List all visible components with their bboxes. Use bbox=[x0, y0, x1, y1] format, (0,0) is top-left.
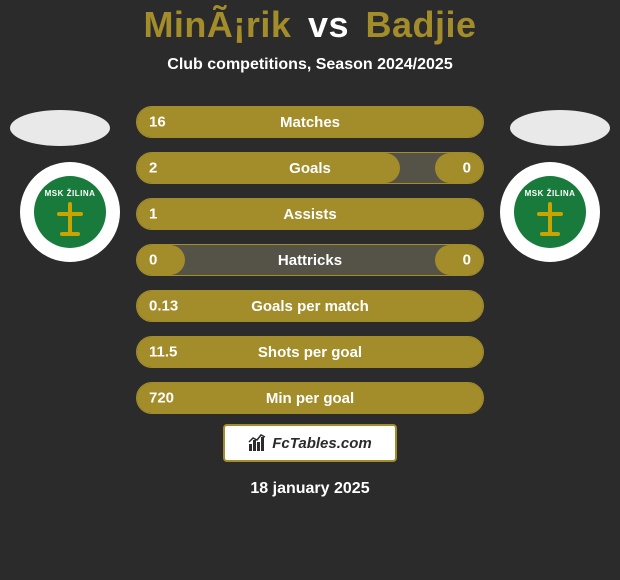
title-vs: vs bbox=[302, 4, 355, 45]
stat-value-left: 11.5 bbox=[149, 344, 177, 361]
stat-bar-left bbox=[137, 153, 400, 183]
stat-label: Matches bbox=[280, 114, 340, 131]
team-crest-right: MSK ŽILINA bbox=[500, 162, 600, 262]
stat-label: Min per goal bbox=[266, 390, 354, 407]
stat-row: 2 0 Goals bbox=[136, 152, 484, 184]
stat-row: 720 Min per goal bbox=[136, 382, 484, 414]
page-title: MinÃ¡rik vs Badjie bbox=[143, 4, 476, 46]
crest-cross-icon bbox=[57, 202, 83, 236]
stat-value-left: 0.13 bbox=[149, 298, 178, 315]
stat-value-left: 1 bbox=[149, 206, 157, 223]
stat-label: Assists bbox=[283, 206, 336, 223]
stat-rows: 16 Matches 2 0 Goals 1 Assists 0 0 Hattricks 0.13 G… bbox=[136, 106, 484, 414]
stat-label: Shots per goal bbox=[258, 344, 362, 361]
stat-row: 11.5 Shots per goal bbox=[136, 336, 484, 368]
stat-bar-left bbox=[137, 245, 185, 275]
stat-row: 0 0 Hattricks bbox=[136, 244, 484, 276]
date: 18 january 2025 bbox=[250, 480, 369, 498]
stage: MSK ŽILINA MSK ŽILINA 16 Matches 2 0 Goals 1 A… bbox=[0, 100, 620, 420]
stat-row: 16 Matches bbox=[136, 106, 484, 138]
crest-text-right: MSK ŽILINA bbox=[525, 189, 576, 198]
brand-chart-icon bbox=[248, 434, 266, 452]
stat-bar-right bbox=[435, 245, 483, 275]
stat-row: 1 Assists bbox=[136, 198, 484, 230]
stat-value-left: 0 bbox=[149, 252, 157, 269]
stat-bar-right bbox=[435, 153, 483, 183]
title-player1: MinÃ¡rik bbox=[143, 4, 291, 45]
stat-label: Goals bbox=[289, 160, 331, 177]
side-ellipse-left bbox=[10, 110, 110, 146]
crest-cross-icon bbox=[537, 202, 563, 236]
brand-box: FcTables.com bbox=[223, 424, 397, 462]
stat-label: Goals per match bbox=[251, 298, 369, 315]
stat-value-right: 0 bbox=[463, 160, 471, 177]
side-ellipse-right bbox=[510, 110, 610, 146]
title-player2: Badjie bbox=[366, 4, 477, 45]
stat-value-left: 2 bbox=[149, 160, 157, 177]
subtitle: Club competitions, Season 2024/2025 bbox=[167, 56, 452, 74]
content: MinÃ¡rik vs Badjie Club competitions, Se… bbox=[0, 0, 620, 580]
stat-value-left: 16 bbox=[149, 114, 166, 131]
stat-label: Hattricks bbox=[278, 252, 342, 269]
brand-text: FcTables.com bbox=[272, 435, 371, 452]
stat-value-right: 0 bbox=[463, 252, 471, 269]
stat-row: 0.13 Goals per match bbox=[136, 290, 484, 322]
stat-value-left: 720 bbox=[149, 390, 174, 407]
crest-text-left: MSK ŽILINA bbox=[45, 189, 96, 198]
team-crest-left: MSK ŽILINA bbox=[20, 162, 120, 262]
